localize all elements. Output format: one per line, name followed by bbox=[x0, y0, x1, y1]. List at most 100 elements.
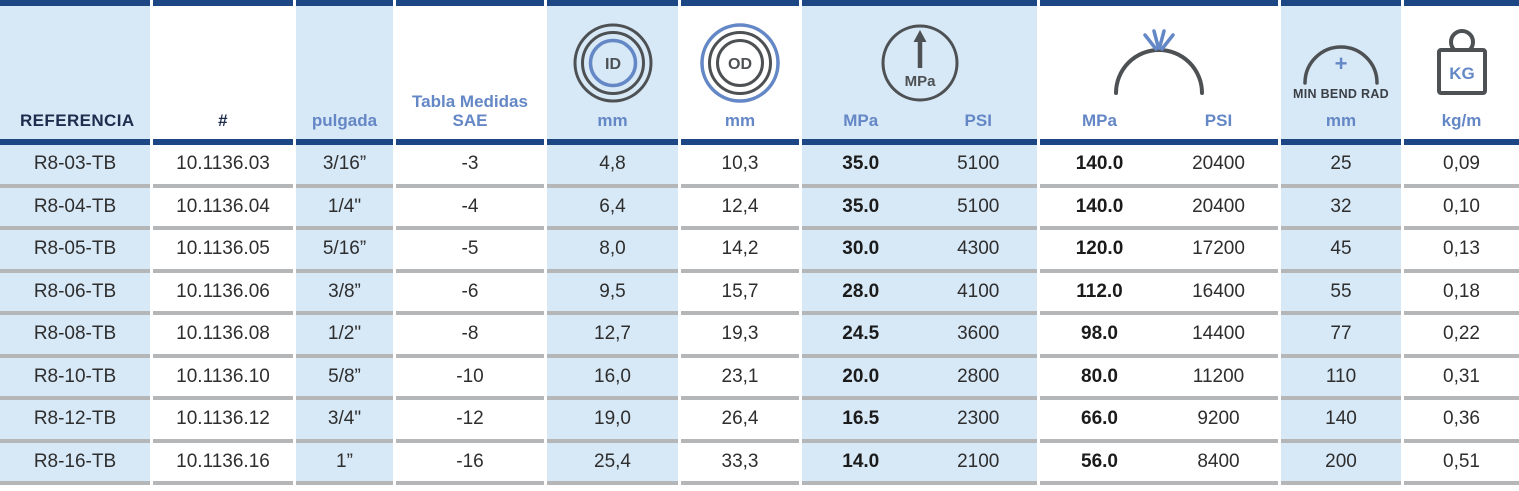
cell-referencia: R8-06-TB bbox=[0, 272, 150, 315]
cell-burst-pressure: 56.0 8400 bbox=[1040, 442, 1278, 485]
cell-burst-pressure: 140.0 20400 bbox=[1040, 187, 1278, 230]
cell-burst-psi: 20400 bbox=[1192, 195, 1245, 217]
cell-referencia: R8-12-TB bbox=[0, 400, 150, 443]
header-inner-diameter: ID mm bbox=[547, 0, 678, 145]
cell-inches: 5/8” bbox=[296, 357, 393, 400]
cell-working-pressure: 35.0 5100 bbox=[802, 145, 1037, 188]
cell-part-number: 10.1136.06 bbox=[153, 272, 293, 315]
cell-inches: 5/16” bbox=[296, 230, 393, 273]
cell-referencia: R8-04-TB bbox=[0, 187, 150, 230]
id-unit-label: mm bbox=[597, 111, 628, 131]
cell-weight-kgm: 0,36 bbox=[1404, 400, 1519, 443]
cell-working-psi: 4100 bbox=[957, 280, 1000, 302]
header-burst-pressure: MPa PSI bbox=[1040, 0, 1278, 145]
cell-working-psi: 5100 bbox=[957, 195, 1000, 217]
cell-working-mpa: 35.0 bbox=[842, 153, 880, 175]
table-header-row: REFERENCIA # pulgada Tabla Medidas SAE I… bbox=[0, 0, 1519, 145]
cell-od-mm: 33,3 bbox=[681, 442, 799, 485]
cell-working-mpa: 35.0 bbox=[842, 195, 880, 217]
cell-part-number: 10.1136.10 bbox=[153, 357, 293, 400]
cell-inches: 3/8” bbox=[296, 272, 393, 315]
cell-sae-size: -10 bbox=[396, 357, 544, 400]
cell-burst-pressure: 80.0 11200 bbox=[1040, 357, 1278, 400]
cell-weight-kgm: 0,13 bbox=[1404, 230, 1519, 273]
header-pulgada: pulgada bbox=[296, 0, 393, 145]
cell-id-mm: 16,0 bbox=[547, 357, 678, 400]
cell-working-mpa: 16.5 bbox=[842, 408, 880, 430]
cell-weight-kgm: 0,10 bbox=[1404, 187, 1519, 230]
cell-burst-psi: 14400 bbox=[1192, 323, 1245, 345]
cell-working-psi: 3600 bbox=[957, 323, 1000, 345]
cell-id-mm: 25,4 bbox=[547, 442, 678, 485]
burst-pressure-units: MPa PSI bbox=[1040, 111, 1278, 131]
cell-working-mpa: 20.0 bbox=[842, 365, 880, 387]
header-sae: Tabla Medidas SAE bbox=[396, 0, 544, 145]
cell-min-bend-mm: 200 bbox=[1281, 442, 1401, 485]
svg-text:+: + bbox=[1335, 51, 1348, 76]
cell-burst-mpa: 98.0 bbox=[1081, 323, 1118, 345]
cell-burst-mpa: 66.0 bbox=[1081, 408, 1118, 430]
cell-sae-size: -8 bbox=[396, 315, 544, 358]
cell-part-number: 10.1136.04 bbox=[153, 187, 293, 230]
cell-burst-mpa: 120.0 bbox=[1075, 238, 1124, 260]
cell-od-mm: 12,4 bbox=[681, 187, 799, 230]
cell-working-pressure: 30.0 4300 bbox=[802, 230, 1037, 273]
min-bend-unit-label: mm bbox=[1325, 111, 1357, 131]
pressure-gauge-icon: MPa bbox=[881, 24, 958, 102]
cell-id-mm: 19,0 bbox=[547, 400, 678, 443]
header-referencia: REFERENCIA bbox=[0, 0, 150, 145]
cell-sae-size: -3 bbox=[396, 145, 544, 188]
cell-burst-psi: 20400 bbox=[1192, 153, 1245, 175]
cell-burst-psi: 9200 bbox=[1197, 408, 1240, 430]
cell-working-mpa: 30.0 bbox=[842, 238, 880, 260]
cell-working-pressure: 14.0 2100 bbox=[802, 442, 1037, 485]
cell-sae-size: -5 bbox=[396, 230, 544, 273]
cell-inches: 1/2" bbox=[296, 315, 393, 358]
burst-pressure-icon bbox=[1114, 28, 1204, 95]
header-weight: KG kg/m bbox=[1404, 0, 1519, 145]
cell-referencia: R8-16-TB bbox=[0, 442, 150, 485]
cell-working-pressure: 16.5 2300 bbox=[802, 400, 1037, 443]
cell-weight-kgm: 0,18 bbox=[1404, 272, 1519, 315]
cell-burst-mpa: 112.0 bbox=[1076, 280, 1123, 302]
cell-working-psi: 4300 bbox=[957, 238, 1000, 260]
cell-working-pressure: 20.0 2800 bbox=[802, 357, 1037, 400]
inner-diameter-icon: ID bbox=[573, 23, 652, 103]
header-min-bend: + MIN BEND RAD mm bbox=[1281, 0, 1401, 145]
cell-working-psi: 2300 bbox=[957, 408, 1000, 430]
cell-working-mpa: 14.0 bbox=[842, 450, 880, 472]
cell-working-mpa: 28.0 bbox=[842, 280, 880, 302]
cell-working-pressure: 35.0 5100 bbox=[802, 187, 1037, 230]
burst-psi-label: PSI bbox=[1204, 111, 1233, 131]
cell-od-mm: 14,2 bbox=[681, 230, 799, 273]
cell-od-mm: 19,3 bbox=[681, 315, 799, 358]
cell-referencia: R8-05-TB bbox=[0, 230, 150, 273]
table-body: R8-03-TB 10.1136.03 3/16” -3 4,8 10,3 35… bbox=[0, 145, 1519, 485]
cell-inches: 3/4" bbox=[296, 400, 393, 443]
cell-weight-kgm: 0,22 bbox=[1404, 315, 1519, 358]
cell-sae-size: -6 bbox=[396, 272, 544, 315]
od-unit-label: mm bbox=[724, 111, 756, 131]
pulgada-label: pulgada bbox=[311, 111, 378, 131]
cell-burst-psi: 11200 bbox=[1192, 365, 1245, 387]
table-row: R8-12-TB 10.1136.12 3/4" -12 19,0 26,4 1… bbox=[0, 400, 1519, 443]
cell-referencia: R8-10-TB bbox=[0, 357, 150, 400]
cell-part-number: 10.1136.16 bbox=[153, 442, 293, 485]
cell-part-number: 10.1136.08 bbox=[153, 315, 293, 358]
header-part-number: # bbox=[153, 0, 293, 145]
working-pressure-units: MPa PSI bbox=[802, 111, 1037, 131]
cell-sae-size: -12 bbox=[396, 400, 544, 443]
cell-min-bend-mm: 55 bbox=[1281, 272, 1401, 315]
cell-working-psi: 2800 bbox=[957, 365, 1000, 387]
cell-id-mm: 12,7 bbox=[547, 315, 678, 358]
cell-min-bend-mm: 32 bbox=[1281, 187, 1401, 230]
cell-weight-kgm: 0,09 bbox=[1404, 145, 1519, 188]
referencia-label: REFERENCIA bbox=[20, 111, 135, 130]
cell-referencia: R8-03-TB bbox=[0, 145, 150, 188]
cell-weight-kgm: 0,31 bbox=[1404, 357, 1519, 400]
cell-id-mm: 9,5 bbox=[547, 272, 678, 315]
working-mpa-label: MPa bbox=[843, 111, 879, 131]
svg-text:MPa: MPa bbox=[904, 73, 936, 90]
weight-unit-label: kg/m bbox=[1441, 111, 1482, 131]
table-row: R8-03-TB 10.1136.03 3/16” -3 4,8 10,3 35… bbox=[0, 145, 1519, 188]
